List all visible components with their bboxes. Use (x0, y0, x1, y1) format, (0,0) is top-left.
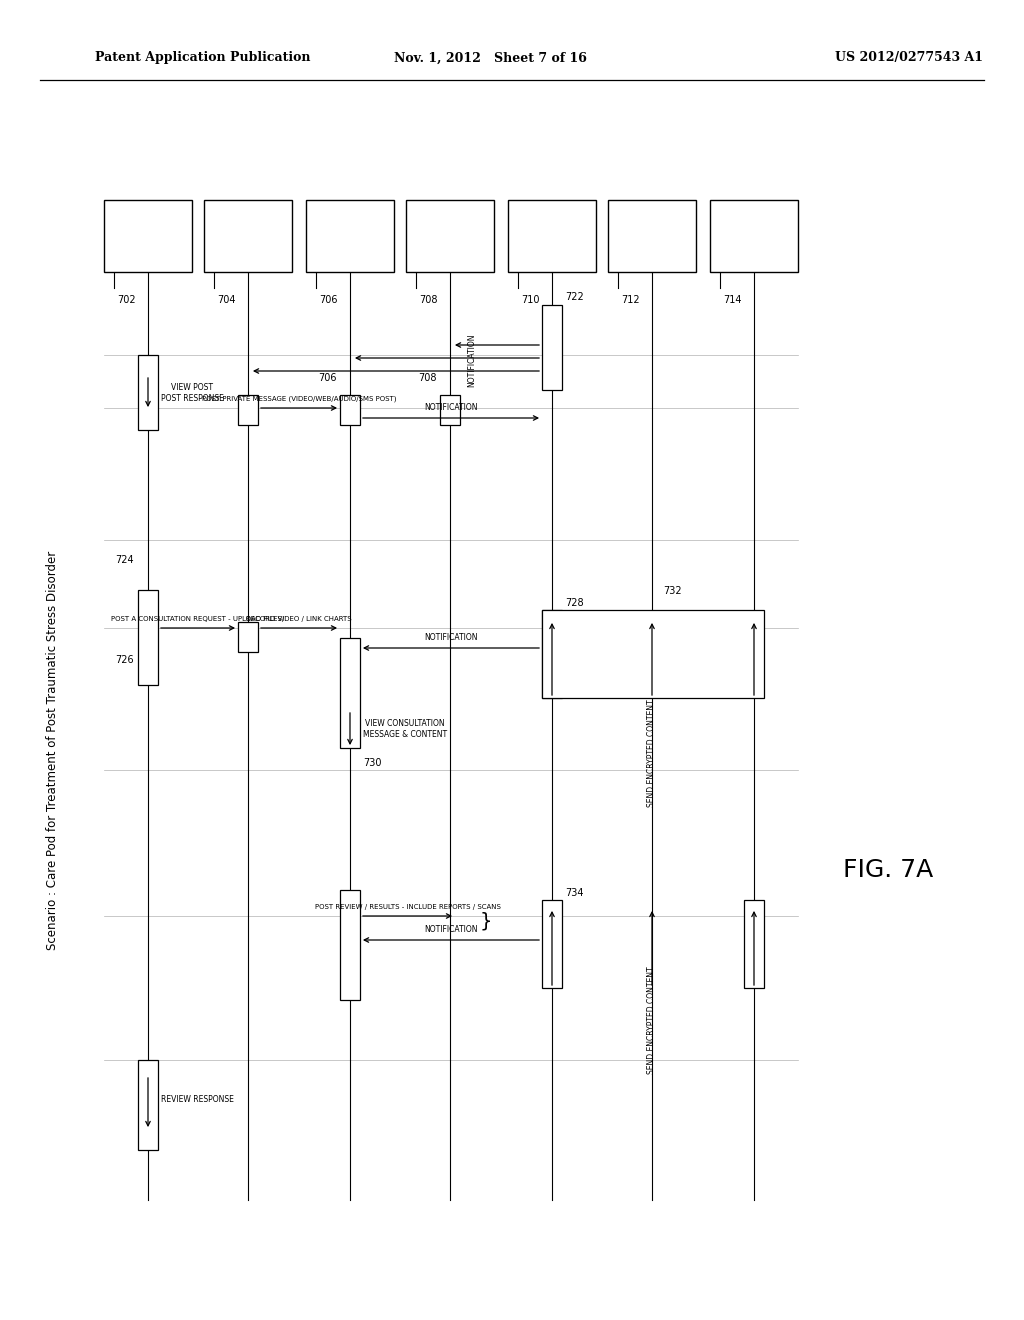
Bar (542, 610, 562, 698)
Text: }: } (480, 912, 493, 931)
Bar (608, 201, 696, 272)
Text: REVIEW RESPONSE: REVIEW RESPONSE (161, 1096, 233, 1105)
Bar (138, 590, 158, 685)
Text: 704: 704 (217, 294, 236, 305)
Text: POLY
COMMUNICATION
SERVICE: POLY COMMUNICATION SERVICE (514, 220, 590, 251)
Bar (406, 201, 494, 272)
Text: 732: 732 (663, 586, 681, 597)
Text: VIEW POST
POST RESPONSE: VIEW POST POST RESPONSE (161, 383, 224, 403)
Text: 706: 706 (318, 374, 337, 383)
Text: POST A CONSULTATION REQUEST - UPLOAD FILES/: POST A CONSULTATION REQUEST - UPLOAD FIL… (112, 616, 285, 622)
Text: 726: 726 (116, 655, 134, 665)
Text: 710: 710 (521, 294, 540, 305)
Bar (340, 890, 360, 1001)
Text: SEND ENCRYPTED CONTENT: SEND ENCRYPTED CONTENT (647, 966, 656, 1073)
Bar (508, 201, 596, 272)
Text: 724: 724 (116, 554, 134, 565)
Text: NOTIFICATION: NOTIFICATION (424, 403, 478, 412)
Bar (104, 201, 193, 272)
Bar (340, 638, 360, 748)
Text: FIG. 7A: FIG. 7A (843, 858, 933, 882)
Bar (306, 201, 394, 272)
Bar (542, 900, 562, 987)
Text: RECORD VIDEO / LINK CHARTS: RECORD VIDEO / LINK CHARTS (246, 616, 352, 622)
Text: SEND ENCRYPTED CONTENT: SEND ENCRYPTED CONTENT (647, 700, 656, 807)
Text: Patent Application Publication: Patent Application Publication (95, 51, 310, 65)
Text: US 2012/0277543 A1: US 2012/0277543 A1 (835, 51, 983, 65)
Bar (744, 900, 764, 987)
Bar (340, 395, 360, 425)
Text: 728: 728 (565, 598, 584, 609)
Text: 712: 712 (621, 294, 640, 305)
Text: 708: 708 (419, 374, 437, 383)
Text: NOTIFICATION: NOTIFICATION (424, 634, 478, 642)
Text: Scenario : Care Pod for Treatment of Post Traumatic Stress Disorder: Scenario : Care Pod for Treatment of Pos… (46, 550, 59, 949)
Text: POST REVIEW / RESULTS - INCLUDE REPORTS / SCANS: POST REVIEW / RESULTS - INCLUDE REPORTS … (314, 904, 501, 909)
Text: USER : PHYSICIAN: USER : PHYSICIAN (110, 231, 186, 240)
Bar (138, 1060, 158, 1150)
Text: 722: 722 (565, 292, 584, 302)
Bar (238, 622, 258, 652)
Bar (138, 355, 158, 430)
Text: NOTIFICATION: NOTIFICATION (468, 333, 476, 387)
Bar (204, 201, 292, 272)
Text: USER : CONSULTING
PHYSICIAN: USER : CONSULTING PHYSICIAN (306, 226, 394, 246)
Text: Nov. 1, 2012   Sheet 7 of 16: Nov. 1, 2012 Sheet 7 of 16 (393, 51, 587, 65)
Bar (238, 395, 258, 425)
Text: 706: 706 (319, 294, 338, 305)
Text: SHORT QUESTION
& RESPONSE
SERVICE: SHORT QUESTION & RESPONSE SERVICE (613, 220, 690, 251)
Text: TRUSTED
PODMEMBERS: TRUSTED PODMEMBERS (419, 226, 481, 246)
Bar (440, 395, 460, 425)
Text: NOTIFICATION: NOTIFICATION (424, 925, 478, 935)
Text: ANICAPORT: ANICAPORT (729, 231, 778, 240)
Text: USER : PATIENT: USER : PATIENT (215, 231, 282, 240)
Bar (710, 201, 798, 272)
Bar (542, 305, 562, 389)
Text: 702: 702 (117, 294, 135, 305)
Text: 734: 734 (565, 888, 584, 898)
Text: POST PRIVATE MESSAGE (VIDEO/WEB/AUDIO/SMS POST): POST PRIVATE MESSAGE (VIDEO/WEB/AUDIO/SM… (202, 396, 396, 403)
Text: VIEW CONSULTATION
MESSAGE & CONTENT: VIEW CONSULTATION MESSAGE & CONTENT (362, 719, 447, 739)
Text: 714: 714 (723, 294, 741, 305)
Text: 708: 708 (419, 294, 437, 305)
Text: 730: 730 (362, 758, 382, 768)
Bar (542, 610, 764, 698)
